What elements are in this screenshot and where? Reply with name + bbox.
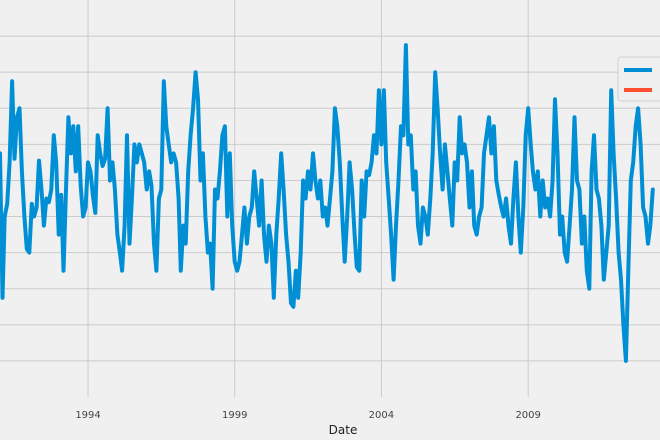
legend-box bbox=[617, 56, 660, 102]
series-group bbox=[0, 43, 655, 363]
series-line-1 bbox=[0, 43, 655, 363]
legend bbox=[617, 56, 660, 102]
x-tick-label: 1999 bbox=[222, 410, 247, 421]
x-axis-ticks: 19941999200420092014 bbox=[75, 410, 541, 421]
x-tick-label: 2009 bbox=[515, 410, 540, 421]
x-tick-label: 2004 bbox=[369, 410, 394, 421]
x-tick-label: 1994 bbox=[75, 410, 100, 421]
x-axis-title: Date bbox=[329, 423, 358, 437]
